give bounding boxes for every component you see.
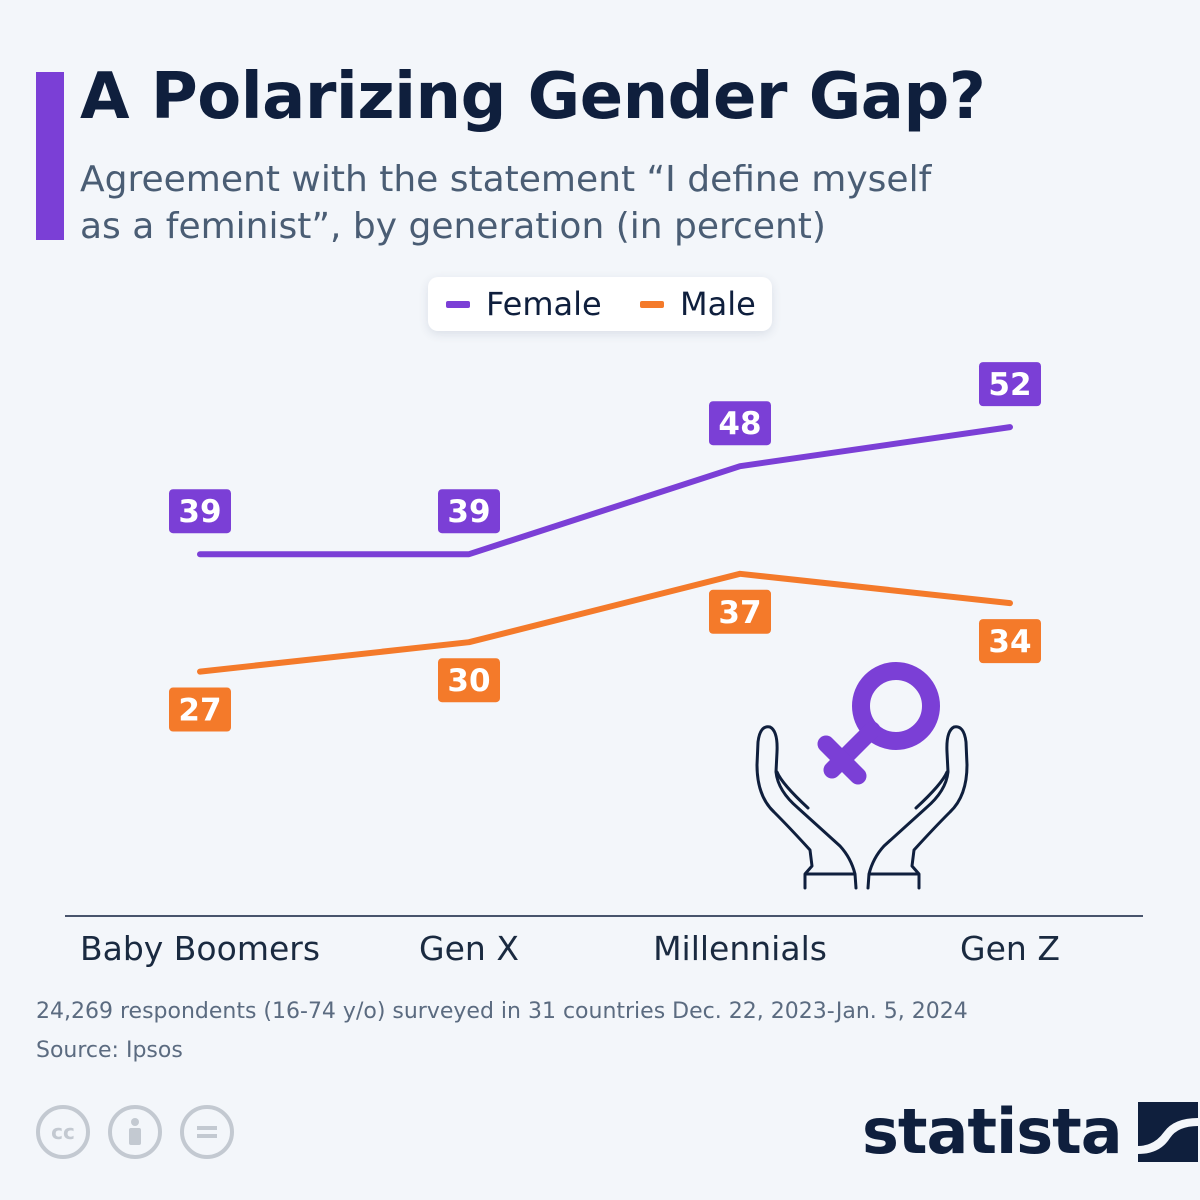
- legend-item-male: Male: [640, 277, 756, 331]
- chart-subtitle: Agreement with the statement “I define m…: [80, 159, 932, 247]
- svg-text:37: 37: [718, 595, 761, 631]
- svg-text:52: 52: [988, 367, 1031, 403]
- legend-label-male: Male: [680, 285, 756, 323]
- category-label-layer: Baby Boomers Gen X Millennials Gen Z: [80, 929, 1060, 968]
- category-label-2: Millennials: [653, 929, 827, 968]
- data-label-female-3: 52: [979, 362, 1041, 407]
- title-accent-bar: [36, 72, 64, 240]
- data-label-male-1: 30: [438, 658, 500, 703]
- line-chart: 39 39 48 52 27 30 37 34 Baby Boomers Gen X Millen…: [65, 362, 1143, 968]
- series-line-female: [197, 424, 1013, 558]
- series-layer: [197, 424, 1013, 675]
- data-label-male-2: 37: [709, 589, 771, 634]
- survey-note: 24,269 respondents (16-74 y/o) surveyed …: [36, 999, 968, 1024]
- svg-text:27: 27: [178, 693, 221, 729]
- series-line-male: [197, 570, 1013, 675]
- legend-swatch-male: [640, 300, 664, 308]
- svg-text:34: 34: [988, 624, 1031, 660]
- hands-holding-female-symbol-icon: [755, 662, 969, 890]
- category-label-1: Gen X: [419, 929, 519, 968]
- svg-text:30: 30: [447, 663, 490, 699]
- license-icons: cc: [36, 1105, 252, 1159]
- attribution-icon[interactable]: [108, 1105, 162, 1159]
- data-label-male-0: 27: [169, 687, 231, 732]
- svg-text:39: 39: [178, 494, 221, 530]
- category-label-3: Gen Z: [960, 929, 1060, 968]
- source-line: Source: Ipsos: [36, 1038, 183, 1063]
- data-label-layer: 39 39 48 52 27 30 37 34: [169, 362, 1041, 732]
- legend: Female Male: [428, 277, 772, 331]
- data-label-female-0: 39: [169, 489, 231, 534]
- data-label-male-3: 34: [979, 619, 1041, 664]
- no-derivatives-icon[interactable]: [180, 1105, 234, 1159]
- legend-swatch-female: [446, 300, 470, 308]
- cc-icon[interactable]: cc: [36, 1105, 90, 1159]
- statista-logo[interactable]: statista: [862, 1095, 1198, 1168]
- svg-text:48: 48: [718, 406, 761, 442]
- legend-label-female: Female: [486, 285, 602, 323]
- data-label-female-1: 39: [438, 489, 500, 534]
- data-label-female-2: 48: [709, 401, 771, 446]
- statista-mark-icon: [1137, 1101, 1198, 1162]
- category-label-0: Baby Boomers: [80, 929, 320, 968]
- chart-title: A Polarizing Gender Gap?: [80, 60, 986, 134]
- brand-wordmark: statista: [862, 1095, 1123, 1168]
- legend-item-female: Female: [446, 277, 602, 331]
- svg-text:39: 39: [447, 494, 490, 530]
